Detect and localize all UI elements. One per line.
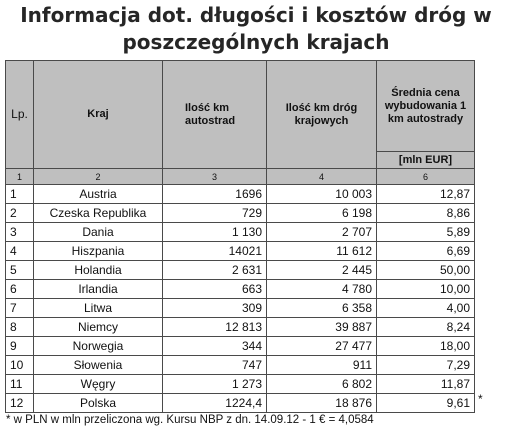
cell-lp: 12 — [5, 393, 34, 413]
cell-cena: 6,69 — [376, 241, 475, 261]
cell-drogi: 39 887 — [266, 317, 377, 337]
cell-cena: 4,00 — [376, 298, 475, 318]
cell-kraj: Węgry — [33, 374, 163, 394]
cell-drogi: 27 477 — [266, 336, 377, 356]
table-row: 12 Polska 1224,4 18 876 9,61 — [5, 393, 475, 413]
table-row: 9 Norwegia 344 27 477 18,00 — [5, 336, 475, 356]
cell-lp: 6 — [5, 279, 34, 299]
cell-cena: 18,00 — [376, 336, 475, 356]
index-cell: 4 — [266, 168, 377, 185]
cell-kraj: Litwa — [33, 298, 163, 318]
cell-drogi: 2 445 — [266, 260, 377, 280]
table-row: 3 Dania 1 130 2 707 5,89 — [5, 222, 475, 242]
table-row: 10 Słowenia 747 911 7,29 — [5, 355, 475, 375]
cell-lp: 7 — [5, 298, 34, 318]
cell-cena: 11,87 — [376, 374, 475, 394]
asterisk-mark: * — [478, 392, 483, 406]
cell-autostrady: 1 130 — [162, 222, 267, 242]
table-row: 6 Irlandia 663 4 780 10,00 — [5, 279, 475, 299]
table-row: 4 Hiszpania 14021 11 612 6,69 — [5, 241, 475, 261]
cell-lp: 8 — [5, 317, 34, 337]
cell-autostrady: 1696 — [162, 184, 267, 204]
cell-autostrady: 663 — [162, 279, 267, 299]
unit-row: [mln EUR] — [6, 151, 475, 169]
cell-lp: 4 — [5, 241, 34, 261]
cell-lp: 11 — [5, 374, 34, 394]
cell-autostrady: 729 — [162, 203, 267, 223]
cell-cena: 50,00 — [376, 260, 475, 280]
table-row: 5 Holandia 2 631 2 445 50,00 — [5, 260, 475, 280]
cell-kraj: Hiszpania — [33, 241, 163, 261]
title-line-1: Informacja dot. długości i kosztów dróg … — [20, 3, 492, 27]
header-row: Lp. Kraj Ilość km autostrad Ilość km dró… — [5, 60, 475, 169]
cell-autostrady: 1 273 — [162, 374, 267, 394]
index-cell: 1 — [5, 168, 34, 185]
header-lp: Lp. — [5, 60, 34, 169]
page-title: Informacja dot. długości i kosztów dróg … — [0, 2, 512, 56]
header-kraj: Kraj — [33, 60, 163, 169]
cell-kraj: Irlandia — [33, 279, 163, 299]
index-row: 1 2 3 4 6 — [5, 168, 475, 185]
cell-kraj: Słowenia — [33, 355, 163, 375]
cell-cena: 5,89 — [376, 222, 475, 242]
cell-lp: 1 — [5, 184, 34, 204]
footnote: * w PLN w mln przeliczona wg. Kursu NBP … — [6, 414, 374, 426]
table-row: 2 Czeska Republika 729 6 198 8,86 — [5, 203, 475, 223]
roads-table: Lp. Kraj Ilość km autostrad Ilość km dró… — [5, 60, 475, 413]
cell-autostrady: 14021 — [162, 241, 267, 261]
header-autostrady: Ilość km autostrad — [162, 60, 267, 169]
cell-autostrady: 2 631 — [162, 260, 267, 280]
table-row: 7 Litwa 309 6 358 4,00 — [5, 298, 475, 318]
header-drogi-krajowe: Ilość km dróg krajowych — [266, 60, 377, 169]
cell-kraj: Dania — [33, 222, 163, 242]
cell-lp: 5 — [5, 260, 34, 280]
cell-cena: 8,86 — [376, 203, 475, 223]
cell-drogi: 2 707 — [266, 222, 377, 242]
table-body: 1 2 3 4 6 1 Austria 1696 10 003 12,87 2 Czeska… — [5, 168, 475, 413]
table-row: 11 Węgry 1 273 6 802 11,87 — [5, 374, 475, 394]
cell-drogi: 4 780 — [266, 279, 377, 299]
index-cell: 3 — [162, 168, 267, 185]
index-cell: 2 — [33, 168, 163, 185]
cell-cena: 9,61 — [376, 393, 475, 413]
cell-drogi: 11 612 — [266, 241, 377, 261]
cell-kraj: Holandia — [33, 260, 163, 280]
cell-drogi: 6 358 — [266, 298, 377, 318]
cell-drogi: 911 — [266, 355, 377, 375]
cell-cena: 7,29 — [376, 355, 475, 375]
cell-lp: 9 — [5, 336, 34, 356]
header-cena: Średnia cena wybudowania 1 km autostrady — [376, 60, 475, 152]
cell-kraj: Niemcy — [33, 317, 163, 337]
cell-autostrady: 1224,4 — [162, 393, 267, 413]
table-row: 1 Austria 1696 10 003 12,87 — [5, 184, 475, 204]
cell-drogi: 6 198 — [266, 203, 377, 223]
cell-kraj: Norwegia — [33, 336, 163, 356]
cell-lp: 2 — [5, 203, 34, 223]
cell-cena: 10,00 — [376, 279, 475, 299]
cell-autostrady: 344 — [162, 336, 267, 356]
table-row: 8 Niemcy 12 813 39 887 8,24 — [5, 317, 475, 337]
cell-lp: 10 — [5, 355, 34, 375]
title-line-2: poszczególnych krajach — [122, 30, 390, 54]
cell-kraj: Polska — [33, 393, 163, 413]
cell-autostrady: 747 — [162, 355, 267, 375]
cell-drogi: 18 876 — [266, 393, 377, 413]
cell-kraj: Czeska Republika — [33, 203, 163, 223]
cell-lp: 3 — [5, 222, 34, 242]
cell-autostrady: 12 813 — [162, 317, 267, 337]
cell-cena: 12,87 — [376, 184, 475, 204]
cell-kraj: Austria — [33, 184, 163, 204]
header-unit: [mln EUR] — [376, 151, 475, 169]
cell-autostrady: 309 — [162, 298, 267, 318]
index-cell: 6 — [376, 168, 475, 185]
cell-cena: 8,24 — [376, 317, 475, 337]
cell-drogi: 10 003 — [266, 184, 377, 204]
cell-drogi: 6 802 — [266, 374, 377, 394]
